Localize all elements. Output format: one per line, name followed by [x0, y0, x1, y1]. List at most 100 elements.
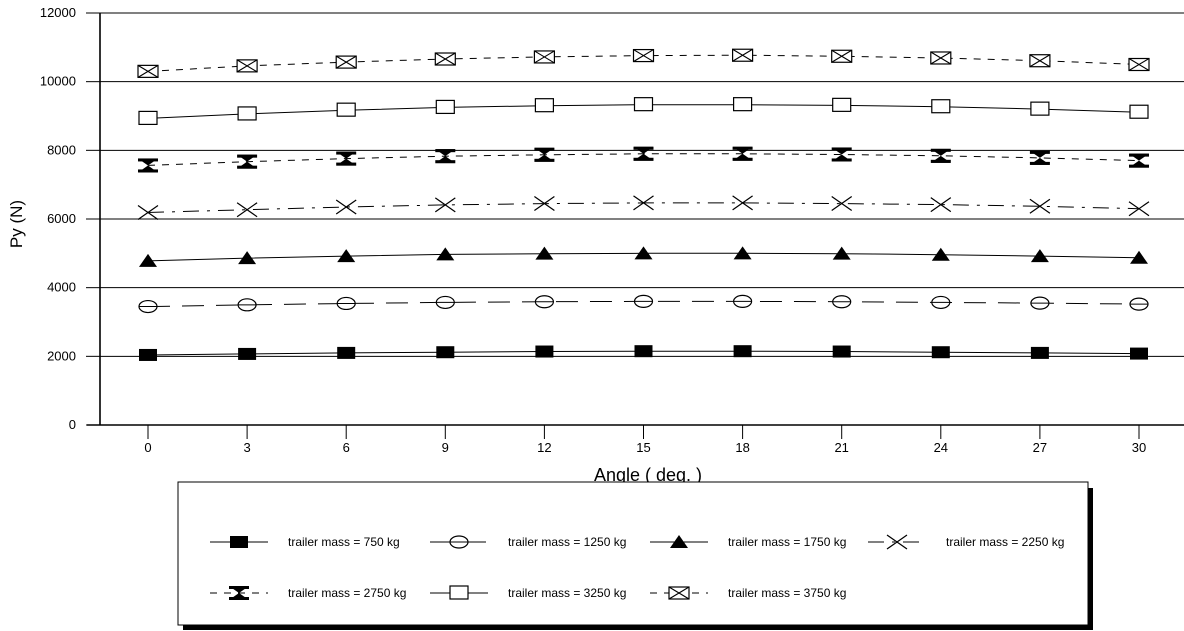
point-marker [1029, 150, 1050, 165]
point-marker [435, 295, 455, 310]
legend-item-1: trailer mass = 750 kg [210, 535, 400, 549]
point-marker [733, 246, 752, 260]
point-marker [831, 147, 852, 162]
marker-shape [138, 158, 158, 173]
series-3 [139, 246, 1148, 267]
point-marker [670, 535, 688, 548]
point-marker [633, 146, 654, 161]
marker-shape [138, 110, 158, 126]
point-marker [435, 149, 456, 164]
marker-shape [832, 345, 851, 358]
y-tick-label: 10000 [40, 74, 76, 89]
legend-item-2: trailer mass = 1250 kg [430, 535, 626, 549]
marker-shape [534, 147, 555, 151]
x-tick-label: 21 [834, 440, 848, 455]
point-marker [733, 345, 752, 358]
series-7 [137, 48, 1150, 78]
legend-item-3: trailer mass = 1750 kg [650, 535, 846, 549]
marker-shape [1129, 153, 1149, 157]
marker-shape [1130, 250, 1148, 264]
marker-shape [1029, 150, 1050, 165]
marker-shape [534, 98, 555, 113]
point-marker [336, 151, 357, 166]
marker-shape [732, 146, 753, 150]
point-marker [237, 298, 257, 312]
point-marker [236, 59, 258, 73]
marker-shape [229, 586, 249, 600]
point-marker [336, 102, 356, 117]
legend-label: trailer mass = 2250 kg [946, 535, 1064, 549]
y-axis: 0 2000 4000 6000 8000 10000 12000 [40, 5, 101, 432]
marker-shape [1129, 164, 1149, 168]
point-marker [434, 52, 456, 66]
y-tick-label: 0 [69, 417, 76, 432]
point-marker [237, 154, 258, 169]
point-marker [436, 346, 455, 359]
marker-shape [237, 154, 258, 158]
point-marker [1128, 201, 1150, 217]
point-marker [832, 345, 851, 358]
point-marker [931, 295, 951, 310]
point-marker [436, 247, 455, 261]
marker-shape [670, 535, 688, 548]
marker-shape [435, 99, 455, 115]
series-5 [138, 146, 1149, 173]
marker-shape [436, 346, 455, 359]
marker-shape [733, 246, 752, 260]
point-marker [931, 247, 950, 261]
point-marker [1130, 347, 1148, 360]
marker-shape [732, 97, 753, 112]
point-marker [534, 98, 555, 113]
point-marker [137, 204, 159, 220]
point-marker [732, 97, 753, 112]
point-marker [1030, 346, 1049, 359]
x-tick-label: 0 [144, 440, 151, 455]
x-tick-label: 3 [243, 440, 250, 455]
marker-shape [137, 64, 159, 78]
marker-shape [337, 249, 356, 263]
legend-label: trailer mass = 1750 kg [728, 535, 846, 549]
marker-shape [1128, 201, 1150, 217]
point-marker [138, 110, 158, 126]
point-marker [139, 348, 157, 361]
marker-shape [237, 154, 258, 169]
marker-shape [336, 102, 356, 117]
point-marker [534, 295, 555, 309]
series-4 [137, 195, 1150, 220]
point-marker [1030, 296, 1050, 310]
marker-shape [732, 157, 753, 161]
marker-shape [886, 534, 908, 550]
point-marker [1130, 250, 1148, 264]
marker-shape [1029, 54, 1051, 68]
marker-shape [1030, 101, 1050, 116]
point-marker [633, 294, 654, 308]
marker-shape [831, 196, 853, 212]
marker-shape [1129, 153, 1149, 168]
legend-item-6: trailer mass = 3250 kg [430, 585, 626, 600]
point-marker [337, 249, 356, 263]
point-marker [930, 197, 952, 213]
point-marker [732, 195, 753, 211]
marker-shape [534, 50, 555, 64]
marker-shape [930, 148, 951, 152]
point-marker [230, 536, 248, 548]
marker-shape [1129, 104, 1149, 119]
marker-shape [434, 197, 456, 213]
marker-shape [634, 246, 653, 260]
point-marker [1030, 101, 1050, 116]
marker-shape [831, 147, 852, 162]
marker-shape [1029, 150, 1050, 154]
marker-shape [435, 149, 456, 153]
point-marker [434, 197, 456, 213]
marker-shape [335, 55, 357, 69]
x-tick-label: 24 [934, 440, 948, 455]
point-marker [668, 586, 690, 600]
point-marker [632, 48, 655, 63]
marker-shape [1029, 161, 1050, 165]
point-marker [137, 64, 159, 78]
x-axis: 0 3 6 9 12 15 18 21 24 27 30 [87, 424, 1184, 455]
legend-item-7: trailer mass = 3750 kg [650, 586, 846, 600]
point-marker [731, 48, 754, 62]
point-marker [832, 97, 852, 112]
marker-shape [435, 160, 456, 164]
